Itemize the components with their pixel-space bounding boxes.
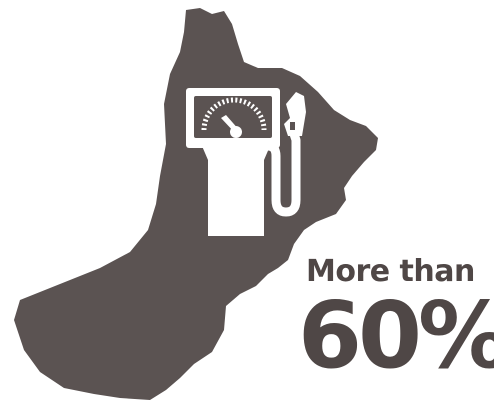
stat-prefix: More than [306, 254, 475, 289]
gauge-icon [201, 97, 267, 138]
gauge-hub [230, 126, 242, 138]
stat-value: 60% [298, 282, 494, 389]
fuel-nozzle-handle [284, 92, 306, 136]
fuel-nozzle-latch [290, 122, 295, 130]
fuel-nozzle-icon [263, 92, 306, 217]
fuel-hose [263, 123, 301, 217]
fuel-pump-icon [202, 138, 270, 236]
